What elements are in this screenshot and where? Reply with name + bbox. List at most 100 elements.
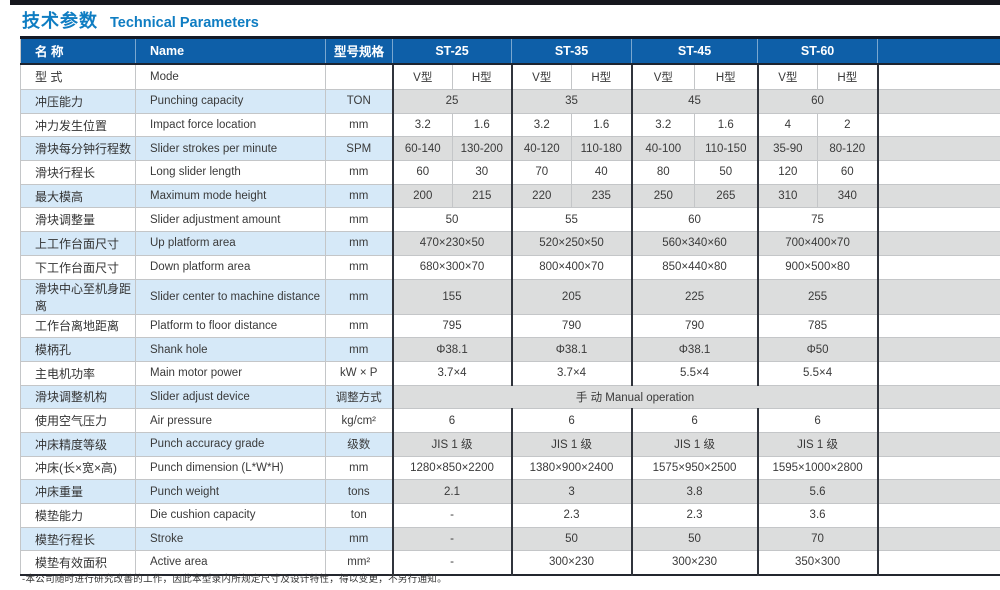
row-empty-cell (876, 337, 1000, 362)
row-value: 790 (510, 313, 632, 338)
row-value: 250 (630, 183, 695, 208)
row-unit: mm (325, 455, 393, 480)
row-value: 1.6 (694, 112, 758, 137)
row-value: 200 (391, 183, 453, 208)
row-unit: mm (325, 112, 393, 137)
row-unit: mm (325, 254, 393, 279)
row-value: 3 (510, 479, 632, 504)
row-value: 45 (630, 89, 758, 114)
row-value: 205 (510, 278, 632, 314)
row-empty-cell (876, 455, 1000, 480)
header-model-st35: ST-35 (511, 37, 632, 65)
table-row: 工作台离地距离 Platform to floor distance mm 795 79… (20, 313, 1000, 338)
row-value: 220 (510, 183, 572, 208)
row-name-en: Slider adjustment amount (135, 207, 326, 232)
row-name-zh: 模垫能力 (20, 503, 136, 528)
table-row: 主电机功率 Main motor power kW × P 3.7×4 3.7×4 5.5… (20, 360, 1000, 386)
row-unit: mm (325, 231, 393, 256)
row-value: 680×300×70 (391, 254, 512, 279)
table-row: 滑块调整量 Slider adjustment amount mm 50 55 60 75 (20, 207, 1000, 232)
row-value: - (391, 550, 512, 575)
row-name-en: Maximum mode height (135, 183, 326, 208)
row-name-zh: 模垫行程长 (20, 526, 136, 551)
row-name-en: Mode (135, 63, 326, 90)
row-value: 340 (817, 183, 878, 208)
row-value: V型 (756, 63, 818, 90)
row-value: V型 (391, 63, 453, 90)
row-value: 60-140 (391, 136, 453, 161)
row-value: 60 (817, 160, 878, 185)
row-value: 300×230 (510, 550, 632, 575)
row-value: 60 (630, 207, 758, 232)
row-name-zh: 冲力发生位置 (20, 112, 136, 137)
row-unit: mm (325, 313, 393, 338)
row-value: 6 (756, 408, 878, 433)
row-value: 470×230×50 (391, 231, 512, 256)
top-accent-bar (10, 0, 1000, 5)
row-value: 790 (630, 313, 758, 338)
row-unit: TON (325, 89, 393, 114)
row-value: 2.3 (630, 503, 758, 528)
table-header-row: 名 称 Name 型号规格 ST-25 ST-35 ST-45 ST-60 (20, 37, 1000, 65)
row-unit: 调整方式 (325, 384, 393, 409)
row-value: V型 (630, 63, 695, 90)
row-value: 700×400×70 (756, 231, 878, 256)
row-value: 800×400×70 (510, 254, 632, 279)
row-name-en: Stroke (135, 526, 326, 551)
row-value: 3.2 (391, 112, 453, 137)
row-value: 255 (756, 278, 878, 314)
table-row: 型 式 Mode V型 H型 V型 H型 V型 H型 V型 H型 (20, 63, 1000, 90)
table-row: 滑块行程长 Long slider length mm 60 30 70 40 80 50 120… (20, 160, 1000, 185)
row-name-zh: 下工作台面尺寸 (20, 254, 136, 279)
row-unit: mm² (325, 550, 393, 575)
row-empty-cell (876, 550, 1000, 575)
row-value: 5.6 (756, 479, 878, 504)
row-value: 120 (756, 160, 818, 185)
page-title-en: Technical Parameters (110, 15, 259, 31)
row-value: 215 (451, 183, 512, 208)
row-value: 60 (756, 89, 878, 114)
row-unit (325, 63, 393, 90)
row-value: H型 (817, 63, 878, 90)
row-name-zh: 型 式 (20, 63, 136, 90)
row-name-en: Slider center to machine distance (135, 278, 326, 314)
row-name-en: Platform to floor distance (135, 313, 326, 338)
row-value: 5.5×4 (630, 360, 758, 386)
row-unit: tons (325, 479, 393, 504)
row-value: 50 (694, 160, 758, 185)
row-value: Φ38.1 (510, 337, 632, 362)
row-empty-cell (876, 254, 1000, 279)
row-unit: mm (325, 278, 393, 314)
header-empty (877, 37, 1000, 65)
row-empty-cell (876, 160, 1000, 185)
row-value: 785 (756, 313, 878, 338)
row-empty-cell (876, 89, 1000, 114)
row-value: JIS 1 级 (391, 431, 512, 457)
table-row: 滑块调整机构 Slider adjust device 调整方式手 动 Manual… (20, 384, 1000, 409)
row-value: 300×230 (630, 550, 758, 575)
row-name-zh: 最大模高 (20, 183, 136, 208)
row-value: 3.8 (630, 479, 758, 504)
row-name-zh: 主电机功率 (20, 360, 136, 386)
row-value: 30 (451, 160, 512, 185)
row-name-zh: 上工作台面尺寸 (20, 231, 136, 256)
row-value: 50 (630, 526, 758, 551)
table-row: 冲床重量 Punch weight tons 2.1 3 3.8 5.6 (20, 479, 1000, 504)
row-value: 3.2 (510, 112, 572, 137)
row-value: JIS 1 级 (630, 431, 758, 457)
row-value: 110-150 (694, 136, 758, 161)
row-value: 1.6 (571, 112, 632, 137)
row-empty-cell (876, 503, 1000, 528)
row-value: 900×500×80 (756, 254, 878, 279)
row-value: 50 (510, 526, 632, 551)
row-value: 235 (571, 183, 632, 208)
row-value: 1380×900×2400 (510, 455, 632, 480)
row-empty-cell (876, 136, 1000, 161)
row-name-en: Down platform area (135, 254, 326, 279)
header-model-st45: ST-45 (631, 37, 758, 65)
row-value: 225 (630, 278, 758, 314)
row-value: 6 (391, 408, 512, 433)
row-name-zh: 模垫有效面积 (20, 550, 136, 575)
row-name-zh: 滑块中心至机身距离 (20, 278, 136, 314)
